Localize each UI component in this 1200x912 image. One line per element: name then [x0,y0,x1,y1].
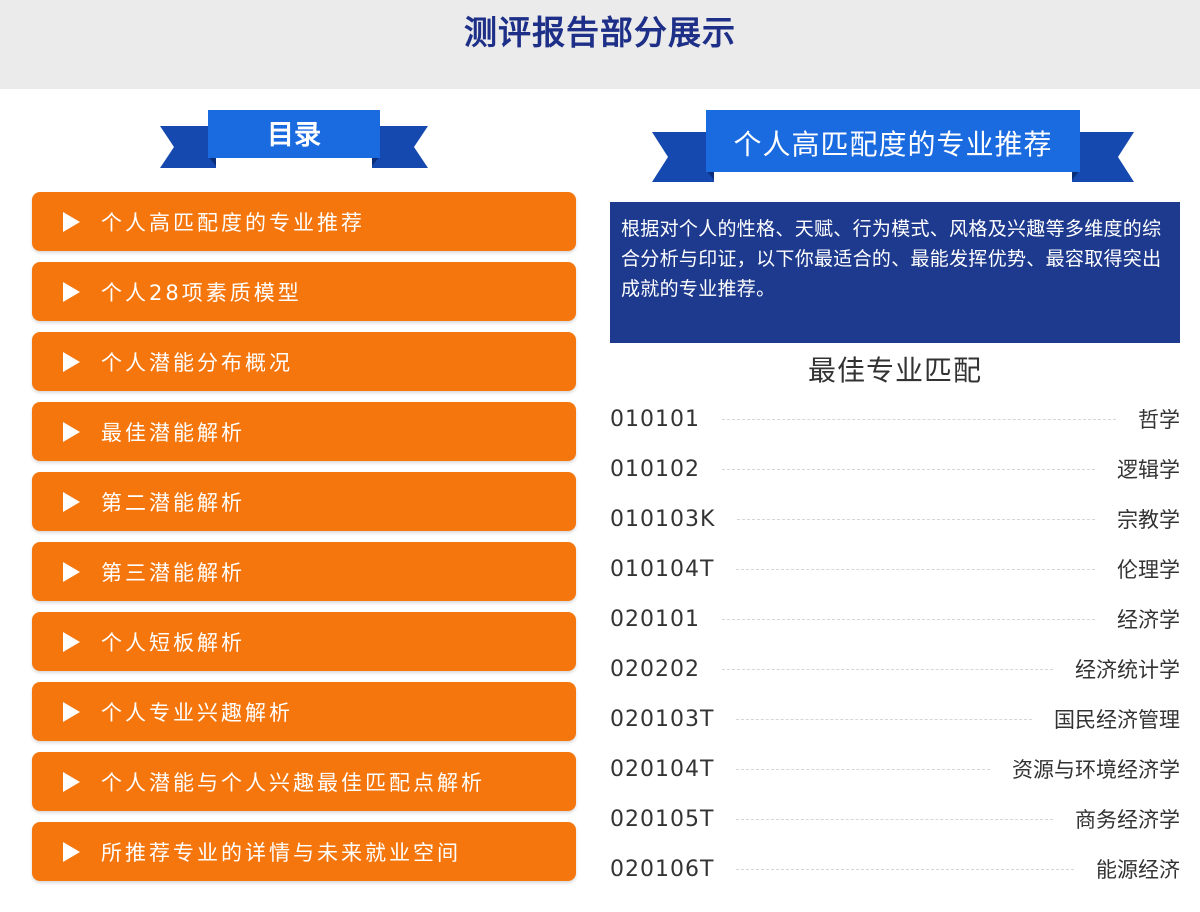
major-name: 国民经济管理 [1054,708,1180,732]
play-icon [63,421,80,442]
dotted-leader [737,518,1095,520]
play-icon [63,841,80,862]
dotted-leader [736,818,1053,820]
toc-item[interactable]: 所推荐专业的详情与未来就业空间 [32,822,576,881]
major-name: 逻辑学 [1117,458,1180,482]
major-name: 哲学 [1138,408,1180,432]
play-icon [63,281,80,302]
major-code: 010103K [610,506,716,532]
major-row: 020202 经济统计学 [610,644,1180,694]
major-name: 资源与环境经济学 [1012,758,1180,782]
toc-item-label: 个人专业兴趣解析 [101,700,293,725]
ribbon-left-shape [160,110,428,168]
recommend-ribbon: 个人高匹配度的专业推荐 [652,110,1134,184]
play-icon [63,631,80,652]
play-icon [63,561,80,582]
play-icon [63,211,80,232]
toc-item[interactable]: 最佳潜能解析 [32,402,576,461]
play-icon [63,351,80,372]
major-row: 020101 经济学 [610,594,1180,644]
major-row: 020105T 商务经济学 [610,794,1180,844]
play-icon [63,701,80,722]
ribbon-right-shape [652,110,1134,182]
major-code: 020202 [610,656,700,682]
major-code: 020103T [610,706,715,732]
match-title: 最佳专业匹配 [807,354,982,387]
major-code: 020104T [610,756,715,782]
toc-item[interactable]: 第二潜能解析 [32,472,576,531]
toc-item-label: 第三潜能解析 [101,560,245,585]
major-code: 010102 [610,456,700,482]
dotted-leader [721,668,1053,670]
toc-item-label: 个人潜能分布概况 [101,350,293,375]
page-title: 测评报告部分展示 [464,13,736,52]
recommend-description: 根据对个人的性格、天赋、行为模式、风格及兴趣等多维度的综合分析与印证，以下你最适… [610,202,1180,343]
dotted-leader [736,718,1032,720]
major-row: 010103K 宗教学 [610,494,1180,544]
toc-item[interactable]: 个人专业兴趣解析 [32,682,576,741]
major-name: 伦理学 [1117,558,1180,582]
toc-item[interactable]: 个人潜能与个人兴趣最佳匹配点解析 [32,752,576,811]
toc-list: 个人高匹配度的专业推荐 个人28项素质模型 个人潜能分布概况 最佳潜能解析 第二… [32,192,576,892]
major-name: 宗教学 [1117,508,1180,532]
major-code: 010101 [610,406,700,432]
major-code: 020105T [610,806,715,832]
major-list: 010101 哲学 010102 逻辑学 010103K 宗教学 010104T 伦理学… [610,394,1180,894]
major-code: 010104T [610,556,715,582]
major-code: 020106T [610,856,715,882]
dotted-leader [721,468,1095,470]
recommend-ribbon-label: 个人高匹配度的专业推荐 [733,128,1053,161]
toc-ribbon-label: 目录 [267,120,321,151]
dotted-leader [736,868,1074,870]
toc-item-label: 个人短板解析 [101,630,245,655]
major-row: 010104T 伦理学 [610,544,1180,594]
toc-item-label: 最佳潜能解析 [101,420,245,445]
toc-item-label: 个人高匹配度的专业推荐 [101,210,365,235]
dotted-leader [721,618,1095,620]
toc-item-label: 所推荐专业的详情与未来就业空间 [101,840,461,865]
major-row: 010101 哲学 [610,394,1180,444]
major-row: 010102 逻辑学 [610,444,1180,494]
major-row: 020104T 资源与环境经济学 [610,744,1180,794]
toc-item[interactable]: 个人28项素质模型 [32,262,576,321]
toc-ribbon: 目录 [160,110,428,170]
toc-item-label: 个人潜能与个人兴趣最佳匹配点解析 [101,770,485,795]
major-row: 020106T 能源经济 [610,844,1180,894]
toc-item-label: 个人28项素质模型 [101,280,302,305]
toc-item[interactable]: 个人高匹配度的专业推荐 [32,192,576,251]
toc-item[interactable]: 个人潜能分布概况 [32,332,576,391]
major-name: 经济学 [1117,608,1180,632]
play-icon [63,491,80,512]
major-name: 能源经济 [1096,858,1180,882]
dotted-leader [721,418,1116,420]
toc-item-label: 第二潜能解析 [101,490,245,515]
play-icon [63,771,80,792]
dotted-leader [736,568,1095,570]
major-code: 020101 [610,606,700,632]
major-row: 020103T 国民经济管理 [610,694,1180,744]
major-name: 商务经济学 [1075,808,1180,832]
header-bar [0,0,1200,89]
toc-item[interactable]: 个人短板解析 [32,612,576,671]
dotted-leader [736,768,990,770]
major-name: 经济统计学 [1075,658,1180,682]
toc-item[interactable]: 第三潜能解析 [32,542,576,601]
